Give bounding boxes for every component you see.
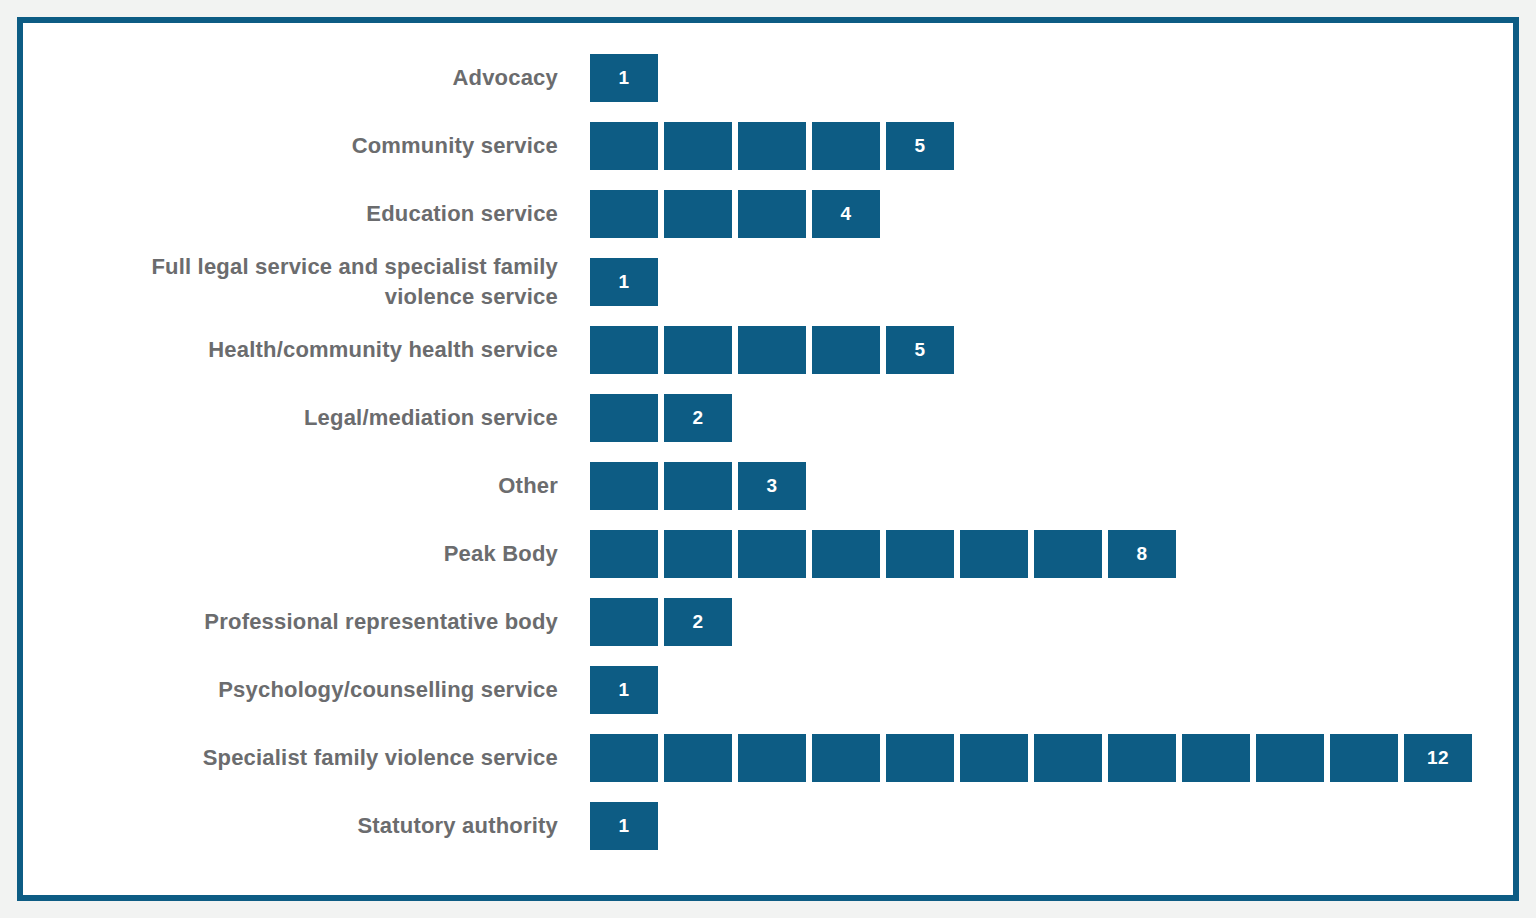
bar-segment	[812, 530, 880, 578]
bar-segment: 1	[590, 802, 658, 850]
bar-segment	[1330, 734, 1398, 782]
bar-segment	[664, 734, 732, 782]
bar: 5	[590, 122, 960, 170]
bar-segment	[590, 462, 658, 510]
page-background: Advocacy 1 Community service 5 Education ser…	[0, 0, 1536, 918]
bar-value-label: 1	[618, 815, 629, 837]
bar: 1	[590, 258, 664, 306]
bar: 1	[590, 802, 664, 850]
bar: 5	[590, 326, 960, 374]
bar: 1	[590, 666, 664, 714]
bar-segment	[738, 326, 806, 374]
bar-segment	[738, 734, 806, 782]
bar-segment	[738, 190, 806, 238]
bar-segment: 1	[590, 258, 658, 306]
bar-value-label: 2	[692, 611, 703, 633]
bar-row: Psychology/counselling service 1	[23, 666, 1513, 714]
bar-segment	[886, 530, 954, 578]
bar-value-label: 8	[1136, 543, 1147, 565]
bar: 8	[590, 530, 1182, 578]
bar-segment: 3	[738, 462, 806, 510]
bar-segment: 1	[590, 666, 658, 714]
bar-value-label: 4	[840, 203, 851, 225]
bar-row: Full legal service and specialist family…	[23, 258, 1513, 306]
category-label: Statutory authority	[23, 811, 558, 841]
bar-value-label: 12	[1427, 747, 1449, 769]
bar-segment	[664, 190, 732, 238]
category-label: Health/community health service	[23, 335, 558, 365]
bar-row: Other 3	[23, 462, 1513, 510]
bar-row: Health/community health service 5	[23, 326, 1513, 374]
category-label: Full legal service and specialist family…	[23, 252, 558, 311]
bar-segment	[590, 326, 658, 374]
bar-segment: 8	[1108, 530, 1176, 578]
bar-segment	[886, 734, 954, 782]
category-label: Education service	[23, 199, 558, 229]
bar-segment	[1182, 734, 1250, 782]
category-label: Advocacy	[23, 63, 558, 93]
bar: 3	[590, 462, 812, 510]
bar-segment: 2	[664, 394, 732, 442]
bar-segment: 2	[664, 598, 732, 646]
bar-segment	[590, 598, 658, 646]
category-label: Peak Body	[23, 539, 558, 569]
bar-row: Professional representative body 2	[23, 598, 1513, 646]
bar-chart: Advocacy 1 Community service 5 Education ser…	[23, 23, 1513, 850]
bar-segment	[812, 734, 880, 782]
bar-row: Legal/mediation service 2	[23, 394, 1513, 442]
bar-row: Specialist family violence service 12	[23, 734, 1513, 782]
bar-segment	[664, 326, 732, 374]
bar-segment: 5	[886, 326, 954, 374]
category-label: Other	[23, 471, 558, 501]
bar-segment	[812, 326, 880, 374]
category-label: Psychology/counselling service	[23, 675, 558, 705]
bar-segment: 12	[1404, 734, 1472, 782]
bar-segment	[1108, 734, 1176, 782]
chart-frame: Advocacy 1 Community service 5 Education ser…	[17, 17, 1519, 901]
category-label: Legal/mediation service	[23, 403, 558, 433]
bar-segment	[590, 190, 658, 238]
bar-segment	[1034, 530, 1102, 578]
bar-value-label: 2	[692, 407, 703, 429]
bar-segment	[1256, 734, 1324, 782]
bar-segment	[590, 122, 658, 170]
bar: 2	[590, 598, 738, 646]
bar-segment	[738, 530, 806, 578]
category-label: Professional representative body	[23, 607, 558, 637]
bar-value-label: 5	[914, 135, 925, 157]
bar-segment	[738, 122, 806, 170]
bar: 12	[590, 734, 1478, 782]
bar: 1	[590, 54, 664, 102]
bar-value-label: 5	[914, 339, 925, 361]
bar-segment	[1034, 734, 1102, 782]
bar-segment: 5	[886, 122, 954, 170]
bar-segment	[664, 122, 732, 170]
bar-segment	[590, 530, 658, 578]
bar-segment	[590, 734, 658, 782]
bar-row: Education service 4	[23, 190, 1513, 238]
bar-value-label: 1	[618, 67, 629, 89]
bar-value-label: 1	[618, 271, 629, 293]
bar-segment	[960, 734, 1028, 782]
bar-row: Statutory authority 1	[23, 802, 1513, 850]
bar-segment	[960, 530, 1028, 578]
bar-row: Community service 5	[23, 122, 1513, 170]
bar: 2	[590, 394, 738, 442]
bar-value-label: 1	[618, 679, 629, 701]
category-label: Community service	[23, 131, 558, 161]
category-label: Specialist family violence service	[23, 743, 558, 773]
bar-segment	[590, 394, 658, 442]
bar-value-label: 3	[766, 475, 777, 497]
bar-segment: 1	[590, 54, 658, 102]
bar-segment	[664, 530, 732, 578]
bar-segment	[664, 462, 732, 510]
bar-row: Advocacy 1	[23, 54, 1513, 102]
bar-row: Peak Body 8	[23, 530, 1513, 578]
bar-segment	[812, 122, 880, 170]
bar-segment: 4	[812, 190, 880, 238]
bar: 4	[590, 190, 886, 238]
